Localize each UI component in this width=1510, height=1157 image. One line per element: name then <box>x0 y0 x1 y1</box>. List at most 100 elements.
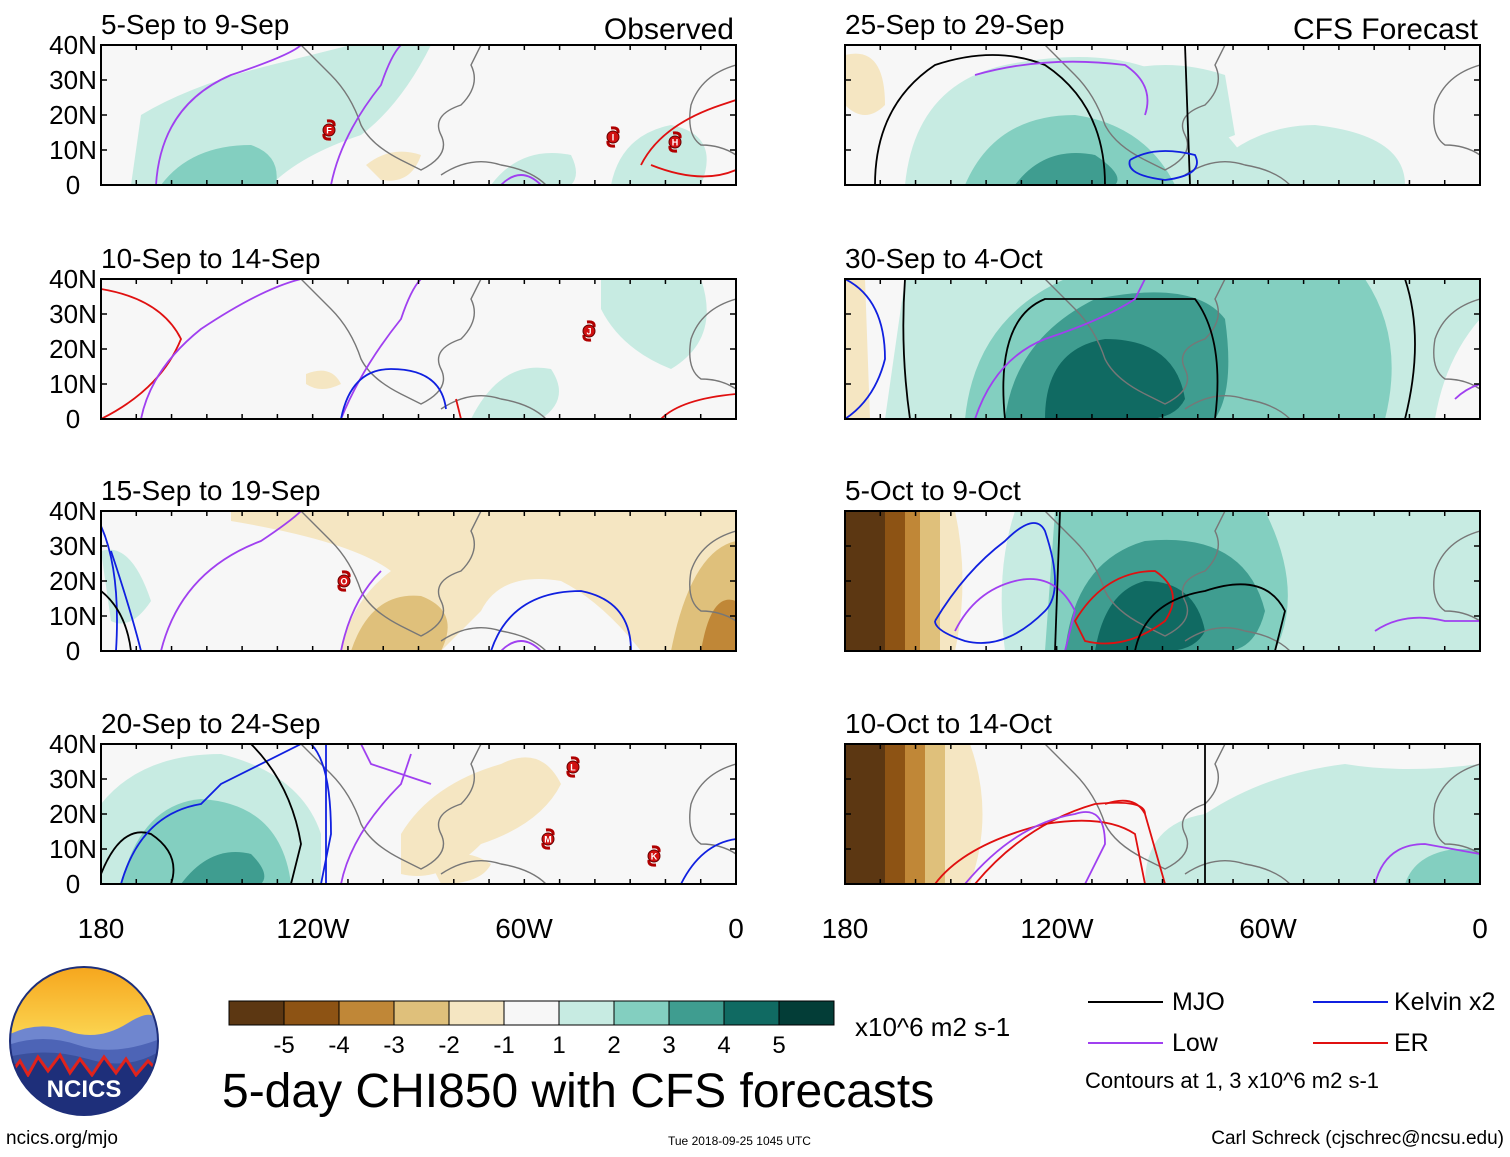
colorbar-swatch <box>338 1000 395 1026</box>
colorbar-swatch <box>558 1000 615 1026</box>
contour-er <box>1104 799 1166 884</box>
contour-mjo <box>1002 298 1219 419</box>
shading-region <box>845 53 885 115</box>
map-panel: 40N 30N 20N 10N 0 10-Sep to 14-Sep J <box>49 243 737 434</box>
colorbar-swatch <box>393 1000 450 1026</box>
contour-low <box>1374 616 1480 632</box>
map-panel: 25-Sep to 29-Sep CFS Forecast <box>844 9 1481 186</box>
colorbar-swatch <box>613 1000 670 1026</box>
y-tick-label: 40N <box>49 30 97 60</box>
shading-region <box>401 757 561 876</box>
panel-period-title: 10-Sep to 14-Sep <box>101 243 321 274</box>
svg-text:O: O <box>340 577 347 587</box>
contour-low <box>160 511 302 651</box>
svg-text:F: F <box>326 126 332 136</box>
logo-text: NCICS <box>47 1076 122 1103</box>
colorbar-label: 1 <box>552 1032 565 1059</box>
y-tick-label: 10N <box>49 369 97 399</box>
contour-mjo <box>101 590 132 651</box>
x-axis-right: 180 120W 60W 0 <box>805 905 1510 960</box>
coastline <box>689 763 736 855</box>
shading-region <box>945 744 983 884</box>
contour-mjo <box>250 744 302 884</box>
shading-region <box>965 115 1175 185</box>
contour-low <box>964 811 1106 884</box>
contour-mjo <box>1404 279 1416 419</box>
tropical-storm-icon: L <box>566 756 580 778</box>
shading-region <box>845 511 890 651</box>
coastline <box>689 64 736 156</box>
colorbar-swatch <box>283 1000 340 1026</box>
colorbar-swatch <box>503 1000 560 1026</box>
shading-region <box>845 279 870 419</box>
map-panel: 30-Sep to 4-Oct <box>844 243 1481 420</box>
contour-kelvin <box>1128 150 1198 181</box>
contour-low <box>500 174 542 185</box>
contour-mjo <box>1054 511 1061 651</box>
footer-site: ncics.org/mjo <box>6 1128 118 1149</box>
y-tick-label: 30N <box>49 764 97 794</box>
x-tick-label: 60W <box>1239 913 1297 944</box>
legend-line-low <box>1088 1042 1163 1044</box>
coastline <box>689 530 736 622</box>
coastline <box>1184 626 1291 651</box>
tropical-storm-icon: H <box>668 131 682 153</box>
coastline <box>1433 64 1480 156</box>
colorbar-label: 3 <box>662 1032 675 1059</box>
tropical-storm-icon: J <box>582 320 596 342</box>
contour-low <box>974 279 1146 419</box>
shading-region <box>1195 125 1405 185</box>
contour-low <box>330 45 402 185</box>
panel-period-title: 25-Sep to 29-Sep <box>845 9 1065 40</box>
y-tick-label: 10N <box>49 834 97 864</box>
coastline <box>1433 763 1480 855</box>
legend-line-er <box>1313 1042 1388 1044</box>
contour-kelvin <box>490 590 632 651</box>
coastline <box>1433 530 1480 622</box>
svg-text:L: L <box>570 763 576 773</box>
contour-kelvin <box>340 368 447 419</box>
contour-low <box>140 279 302 419</box>
panel-period-title: 20-Sep to 24-Sep <box>101 708 321 739</box>
contour-mjo <box>1134 583 1286 651</box>
y-tick-label: 20N <box>49 566 97 596</box>
column-label: Observed <box>604 13 734 46</box>
coastline <box>1184 859 1291 884</box>
chart-title: 5-day CHI850 with CFS forecasts <box>222 1065 935 1118</box>
colorbar-swatch <box>778 1000 835 1026</box>
panel-period-title: 5-Sep to 9-Sep <box>101 9 289 40</box>
legend-label-kelvin: Kelvin x2 <box>1394 988 1496 1016</box>
shading-region <box>351 595 448 651</box>
x-tick-label: 180 <box>822 913 869 944</box>
legend-line-mjo <box>1088 1001 1163 1003</box>
coastline <box>440 859 547 884</box>
footer-timestamp: Tue 2018-09-25 1045 UTC <box>668 1134 811 1148</box>
contour-low <box>500 640 542 651</box>
y-tick-label: 40N <box>49 264 97 294</box>
contour-low <box>155 45 302 185</box>
shading-region <box>471 367 559 419</box>
x-axis-left: 180 120W 60W 0 <box>61 905 776 960</box>
tropical-storm-icon: K <box>647 845 661 867</box>
map-panel: 10-Oct to 14-Oct <box>844 708 1481 885</box>
colorbar-label: 4 <box>717 1032 730 1059</box>
legend-label-low: Low <box>1172 1029 1218 1057</box>
colorbar-swatch <box>668 1000 725 1026</box>
contour-er <box>101 288 182 419</box>
shading-region <box>181 852 265 884</box>
coastline <box>1044 45 1226 171</box>
colorbar-label: 2 <box>607 1032 620 1059</box>
legend-label-er: ER <box>1394 1029 1429 1057</box>
colorbar-units: x10^6 m2 s-1 <box>855 1012 1011 1042</box>
contour-low <box>954 578 1076 651</box>
shading-region <box>1405 849 1480 884</box>
x-tick-label: 120W <box>1020 913 1094 944</box>
shading-region <box>845 744 890 884</box>
contour-er <box>455 398 462 419</box>
y-tick-label: 10N <box>49 135 97 165</box>
map-panel: 40N 30N 20N 10N 0 20-Sep to 24-Sep L M K <box>49 708 737 899</box>
coastline <box>1044 744 1226 870</box>
x-tick-label: 120W <box>276 913 350 944</box>
coastline <box>1433 298 1480 390</box>
y-tick-label: 40N <box>49 496 97 526</box>
